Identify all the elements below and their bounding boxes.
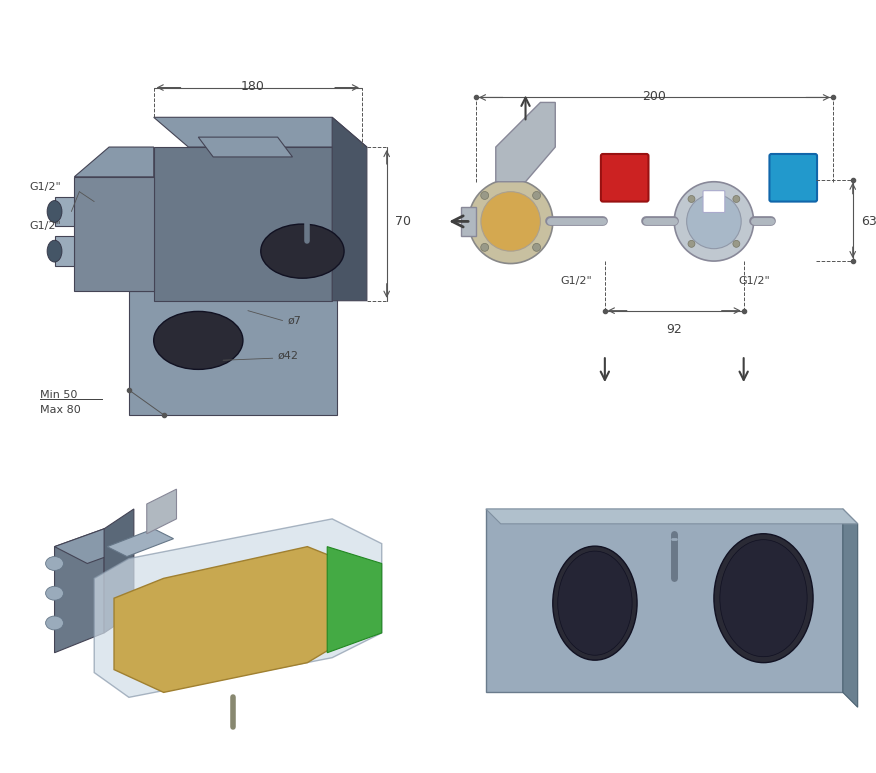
Ellipse shape: [533, 192, 540, 199]
Polygon shape: [153, 147, 332, 301]
Ellipse shape: [481, 192, 489, 199]
Polygon shape: [147, 489, 176, 533]
Text: 63: 63: [860, 215, 876, 228]
Polygon shape: [95, 519, 382, 697]
Ellipse shape: [733, 196, 740, 203]
Text: G1/2": G1/2": [561, 276, 592, 286]
Text: 200: 200: [642, 90, 667, 103]
FancyBboxPatch shape: [703, 191, 724, 213]
Ellipse shape: [481, 192, 540, 251]
Polygon shape: [843, 509, 858, 707]
Polygon shape: [54, 529, 134, 564]
FancyBboxPatch shape: [769, 154, 817, 202]
Polygon shape: [198, 137, 293, 157]
Ellipse shape: [687, 194, 741, 249]
Text: ø42: ø42: [278, 350, 299, 360]
Text: G1/2": G1/2": [30, 221, 61, 231]
Polygon shape: [74, 147, 153, 177]
Ellipse shape: [46, 616, 63, 630]
Polygon shape: [104, 509, 134, 633]
Ellipse shape: [688, 196, 695, 203]
Polygon shape: [332, 117, 367, 301]
Polygon shape: [54, 196, 74, 226]
Polygon shape: [107, 529, 173, 557]
Ellipse shape: [469, 179, 553, 264]
Ellipse shape: [46, 586, 63, 600]
Polygon shape: [496, 102, 555, 182]
Polygon shape: [486, 509, 858, 524]
Ellipse shape: [720, 540, 807, 657]
Text: 180: 180: [241, 80, 265, 93]
Text: 70: 70: [394, 215, 411, 228]
Ellipse shape: [47, 240, 62, 262]
Polygon shape: [328, 547, 382, 652]
FancyBboxPatch shape: [601, 154, 648, 202]
Ellipse shape: [688, 240, 695, 247]
Polygon shape: [153, 117, 367, 147]
Ellipse shape: [153, 312, 243, 369]
Polygon shape: [486, 509, 843, 693]
Polygon shape: [114, 547, 357, 693]
Ellipse shape: [553, 547, 637, 660]
Ellipse shape: [733, 240, 740, 247]
Text: H: H: [617, 212, 632, 231]
Ellipse shape: [533, 243, 540, 251]
Text: C: C: [786, 212, 801, 231]
Polygon shape: [54, 529, 104, 652]
Ellipse shape: [47, 200, 62, 223]
Ellipse shape: [46, 557, 63, 570]
Ellipse shape: [675, 182, 753, 261]
Ellipse shape: [558, 551, 632, 656]
Text: G1/2": G1/2": [738, 276, 771, 286]
Polygon shape: [461, 206, 476, 237]
Text: ø7: ø7: [287, 315, 301, 325]
Polygon shape: [129, 291, 337, 415]
Polygon shape: [74, 177, 153, 291]
Text: 92: 92: [667, 322, 682, 335]
Ellipse shape: [714, 533, 813, 662]
Text: G1/2": G1/2": [30, 182, 61, 192]
Ellipse shape: [481, 243, 489, 251]
Ellipse shape: [261, 224, 344, 278]
Text: Max 80: Max 80: [39, 405, 81, 415]
Polygon shape: [54, 237, 74, 266]
Text: Min 50: Min 50: [39, 390, 77, 400]
